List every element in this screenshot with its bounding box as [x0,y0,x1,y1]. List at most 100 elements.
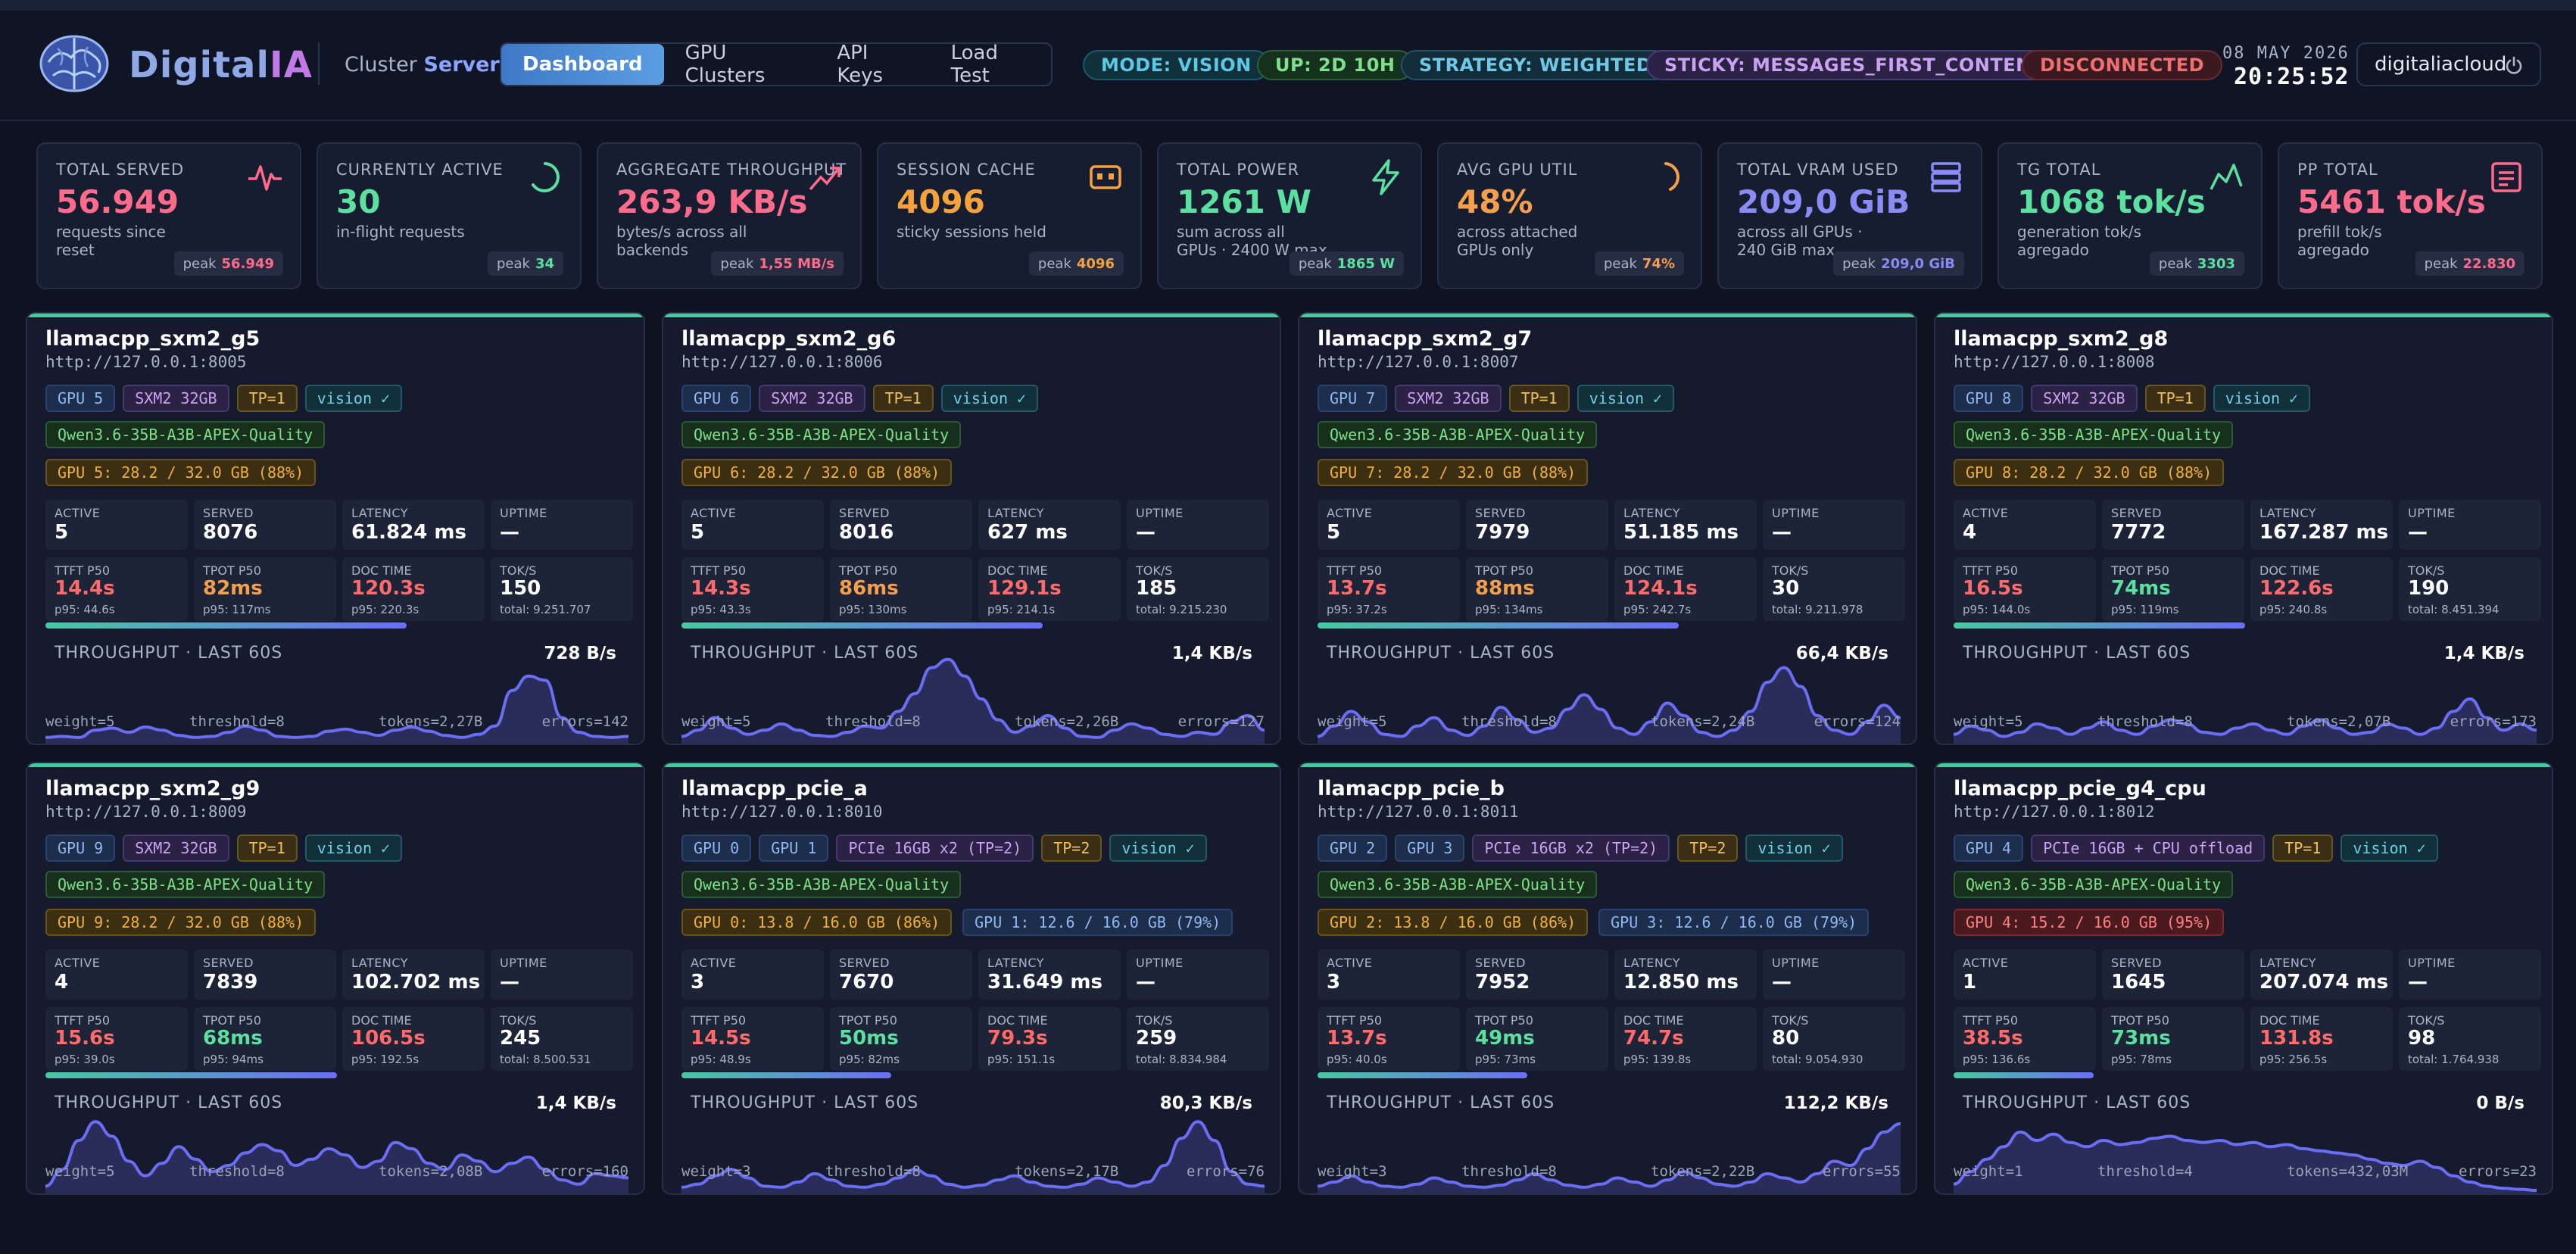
mode-badge: MODE: VISION [1083,50,1270,80]
threshold-label: threshold=8 [189,1163,285,1180]
server-card[interactable]: llamacpp_sxm2_g6 http://127.0.0.1:8006 G… [662,312,1281,745]
strategy-badge: STRATEGY: WEIGHTED [1401,50,1670,80]
server-url: http://127.0.0.1:8011 [1318,803,1519,821]
metric-label: ACTIVE [1963,506,2009,520]
stat-value: 56.949 [56,183,179,220]
nav-tab-gpu-clusters[interactable]: GPU Clusters [685,42,766,87]
sparkline-area [681,1121,1265,1193]
doc-time-metric: DOC TIME 122.6s p95: 240.8s [2250,557,2393,621]
threshold-label: threshold=8 [1461,713,1557,730]
metric-label: TOK/S [500,1013,537,1028]
served-metric: SERVED 7839 [194,950,336,1000]
metric-label: UPTIME [1136,506,1184,520]
latency-metric: LATENCY 207.074 ms [2250,950,2393,1000]
load-bar [1318,1072,1527,1078]
stat-peak: peak 22.830 [2415,251,2525,276]
stat-peak-value: 1865 W [1336,255,1395,272]
server-tags: GPU 0 GPU 1 PCIe 16GB x2 (TP=2) TP=2 visi… [681,834,1207,862]
stat-peak-label: peak [1842,255,1876,272]
brand-name[interactable]: DigitalIA [129,44,313,86]
metric-sub: total: 1.764.938 [2408,1053,2500,1066]
metric-value: 7979 [1475,521,1530,544]
metric-value: 185 [1136,577,1177,600]
server-card[interactable]: llamacpp_sxm2_g7 http://127.0.0.1:8007 G… [1298,312,1917,745]
server-card[interactable]: llamacpp_pcie_b http://127.0.0.1:8011 GP… [1298,762,1917,1195]
trend-up-icon [809,167,840,191]
stat-description: bytes/s across all backends [616,223,747,259]
metric-value: — [1136,971,1155,994]
metric-label: LATENCY [987,506,1044,520]
server-card[interactable]: llamacpp_pcie_a http://127.0.0.1:8010 GP… [662,762,1281,1195]
metric-sub: p95: 151.1s [987,1053,1056,1066]
weight-label: weight=3 [681,1163,751,1180]
metric-value: — [2408,521,2428,544]
model-tag: Qwen3.6-35B-A3B-APEX-Quality [1954,871,2234,898]
ttft-metric: TTFT P50 14.4s p95: 44.6s [45,557,188,621]
metric-value: 7839 [203,971,258,994]
vision-tag: vision ✓ [304,834,403,862]
tpot-metric: TPOT P50 86ms p95: 130ms [830,557,972,621]
hardware-tag: SXM2 32GB [1395,385,1502,412]
served-metric: SERVED 8016 [830,500,972,550]
served-metric: SERVED 7772 [2102,500,2244,550]
server-name: llamacpp_sxm2_g7 [1318,327,1533,351]
active-metric: ACTIVE 3 [1318,950,1460,1000]
vision-tag: vision ✓ [1109,834,1207,862]
metric-value: 73ms [2111,1027,2171,1050]
storage-icon [1931,162,1961,192]
server-card[interactable]: llamacpp_sxm2_g9 http://127.0.0.1:8009 G… [26,762,645,1195]
metric-label: TOK/S [2408,563,2445,578]
lightning-icon [1372,159,1399,195]
errors-label: errors=124 [1813,713,1901,730]
server-card[interactable]: llamacpp_sxm2_g5 http://127.0.0.1:8005 G… [26,312,645,745]
load-bar [1954,622,2245,629]
server-url: http://127.0.0.1:8012 [1954,803,2155,821]
server-tags: GPU 7 SXM2 32GB TP=1 vision ✓ [1318,385,1675,412]
vision-tag: vision ✓ [1576,385,1675,412]
metric-value: 86ms [839,577,899,600]
metric-sub: p95: 39.0s [55,1053,115,1066]
metric-value: 3 [1327,971,1341,994]
model-tag: Qwen3.6-35B-A3B-APEX-Quality [1954,421,2234,448]
metric-value: 167.287 ms [2259,521,2389,544]
metric-value: 131.8s [2259,1027,2334,1050]
metric-label: LATENCY [1623,956,1680,970]
errors-label: errors=173 [2450,713,2537,730]
metric-label: SERVED [203,506,254,520]
stat-description: prefill tok/s agregado [2297,223,2382,259]
throughput-sparkline [1954,697,2537,744]
metric-sub: p95: 117ms [203,603,271,616]
doc-time-metric: DOC TIME 120.3s p95: 220.3s [342,557,485,621]
power-icon[interactable] [2503,55,2525,76]
metric-sub: total: 9.251.707 [500,603,591,616]
metric-value: 3 [691,971,705,994]
metric-sub: total: 8.451.394 [2408,603,2500,616]
nav-tab-dashboard[interactable]: Dashboard [501,44,664,85]
metric-label: DOC TIME [987,1013,1048,1028]
metric-label: DOC TIME [1623,563,1684,578]
throughput-sparkline [681,657,1265,744]
metric-label: TPOT P50 [203,563,261,578]
stat-peak: peak 74% [1594,251,1684,276]
user-menu[interactable]: digitaliacloud [2356,42,2541,86]
stat-peak-value: 209,0 GiB [1881,255,1955,272]
nav-tab-api-keys[interactable]: API Keys [837,42,883,87]
vram-usage-tag: GPU 5: 28.2 / 32.0 GB (88%) [45,459,317,486]
server-card[interactable]: llamacpp_sxm2_g8 http://127.0.0.1:8008 G… [1934,312,2553,745]
sparkline-area [1318,667,1901,744]
stat-label: AGGREGATE THROUGHPUT [616,161,847,179]
stat-description: across attached GPUs only [1457,223,1578,259]
brand-ia: IA [269,44,313,86]
ttft-metric: TTFT P50 15.6s p95: 39.0s [45,1007,188,1071]
sparkline-line [1954,697,2537,738]
metric-value: 7670 [839,971,894,994]
vram-usage-tag: GPU 2: 13.8 / 16.0 GB (86%) [1318,909,1589,936]
metric-value: — [1772,521,1792,544]
metric-sub: total: 9.211.978 [1772,603,1863,616]
metric-sub: p95: 73ms [1475,1053,1536,1066]
metric-value: 13.7s [1327,577,1387,600]
server-card[interactable]: llamacpp_pcie_g4_cpu http://127.0.0.1:80… [1934,762,2553,1195]
toks-metric: TOK/S 185 total: 9.215.230 [1127,557,1269,621]
throughput-label: THROUGHPUT · LAST 60S [55,644,283,663]
nav-tab-load-test[interactable]: Load Test [950,42,998,87]
